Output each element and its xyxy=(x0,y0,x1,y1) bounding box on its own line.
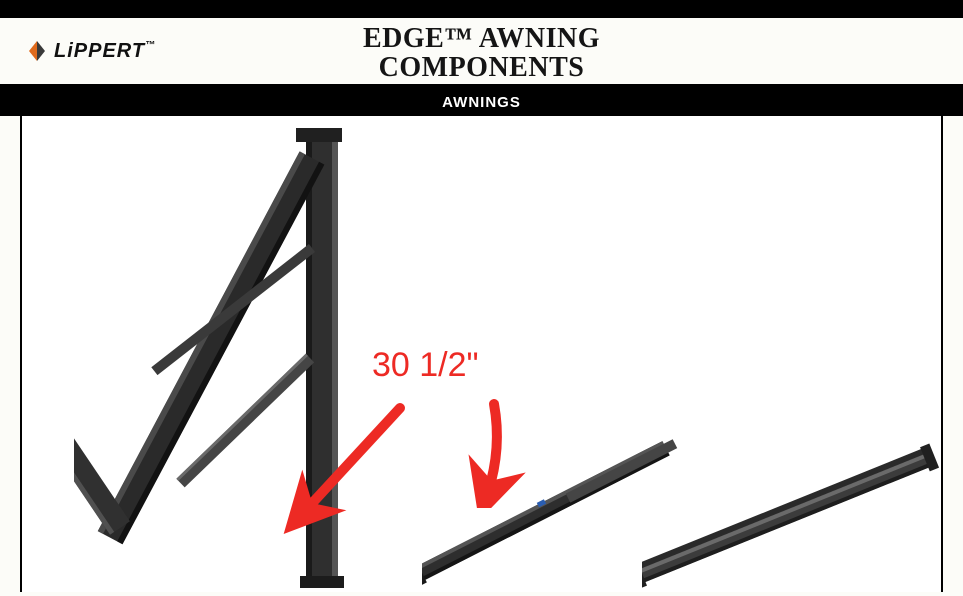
brand-logo: LiPPERT™ xyxy=(0,40,156,63)
header: LiPPERT™ EDGE™ AWNING COMPONENTS xyxy=(0,18,963,84)
brand-icon-left xyxy=(29,41,37,61)
title-line-2: COMPONENTS xyxy=(363,53,600,82)
brand-icon-right xyxy=(37,41,45,61)
dimension-callout: 30 1/2" xyxy=(372,346,479,385)
top-bar xyxy=(0,0,963,18)
category-band: AWNINGS xyxy=(0,84,963,116)
title-line-1: EDGE™ AWNING xyxy=(363,24,600,53)
diagram-area: 30 1/2" xyxy=(20,116,943,592)
brand-icon xyxy=(26,40,48,62)
awning-track-rail xyxy=(642,442,942,592)
page-title: EDGE™ AWNING COMPONENTS xyxy=(363,24,600,83)
awning-arm-assembly xyxy=(74,128,354,588)
brand-name: LiPPERT™ xyxy=(54,40,156,63)
